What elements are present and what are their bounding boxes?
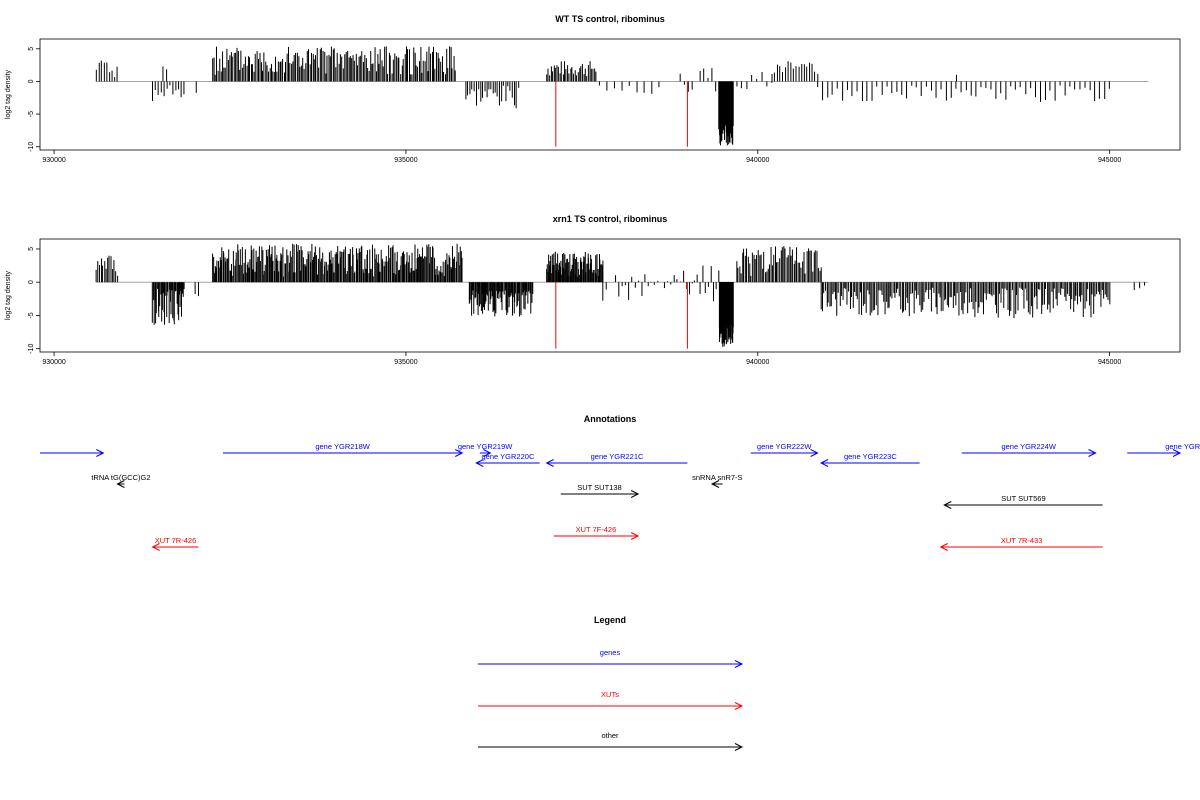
feature-arrow [545, 459, 688, 467]
feature-label: gene YGR221C [591, 452, 644, 461]
legend [478, 660, 744, 751]
plot-frame [39, 38, 1181, 151]
legend-label: genes [600, 648, 621, 657]
feature-arrow [475, 459, 540, 467]
feature-arrow [560, 490, 640, 498]
feature-arrow [553, 532, 640, 540]
y-tick-label: 0 [28, 280, 35, 284]
x-tick-label: 945000 [1098, 157, 1121, 164]
feature-label: gene YGR225W [1165, 442, 1200, 451]
feature-arrow [151, 543, 199, 551]
arrowhead [943, 501, 952, 509]
feature-label: gene YGR220C [482, 452, 535, 461]
legend-label: other [601, 731, 619, 740]
legend-label: XUTs [601, 690, 619, 699]
feature-label: gene YGR219W [458, 442, 513, 451]
feature-arrow [750, 449, 819, 457]
arrowhead [116, 480, 125, 488]
feature-arrow [943, 501, 1103, 509]
arrowhead [1172, 449, 1182, 457]
feature-label: gene YGR222W [757, 442, 812, 451]
feature-label: snRNA snR7-S [692, 473, 742, 482]
track-title: WT TS control, ribominus [555, 14, 665, 24]
plot-frame [39, 238, 1181, 353]
feature-label: tRNA tG(GCC)G2 [91, 473, 150, 482]
legend-title: Legend [594, 615, 626, 625]
y-tick-label: -10 [28, 344, 35, 354]
arrowhead [545, 459, 554, 467]
y-tick-label: -10 [28, 142, 35, 152]
x-tick-label: 935000 [394, 157, 417, 164]
feature-arrow [961, 449, 1097, 457]
feature-arrow [819, 459, 920, 467]
legend-arrow [478, 660, 744, 668]
feature-arrow [479, 449, 492, 457]
track-panel-2 [36, 238, 1181, 356]
arrowhead [810, 449, 819, 457]
annotation-features [40, 449, 1182, 551]
arrowhead [734, 702, 744, 710]
feature-arrow [939, 543, 1103, 551]
feature-label: gene YGR223C [844, 452, 897, 461]
track-title: xrn1 TS control, ribominus [553, 214, 668, 224]
arrowhead [630, 532, 640, 540]
x-tick-label: 935000 [394, 359, 417, 366]
feature-arrow [710, 480, 723, 488]
arrowhead [734, 743, 744, 751]
arrowhead [710, 480, 720, 488]
arrowhead [454, 449, 464, 457]
feature-label: SUT SUT569 [1001, 494, 1045, 503]
y-tick-label: -5 [28, 111, 35, 117]
density-bars [95, 46, 1110, 146]
y-tick-label: 0 [28, 79, 35, 83]
feature-label: gene YGR224W [1001, 442, 1056, 451]
arrowhead [96, 449, 105, 457]
y-tick-label: -5 [28, 312, 35, 318]
arrowhead [939, 543, 948, 551]
arrowhead [819, 459, 829, 467]
x-tick-label: 930000 [42, 157, 65, 164]
x-tick-label: 945000 [1098, 359, 1121, 366]
feature-arrow [40, 449, 105, 457]
arrowhead [630, 490, 640, 498]
y-tick-label: 5 [28, 247, 35, 251]
annotations-title: Annotations [584, 414, 637, 424]
track-panel-1 [36, 38, 1181, 154]
y-tick-label: 5 [28, 47, 35, 51]
feature-label: XUT 7F-426 [576, 525, 617, 534]
y-axis-label: log2 tag density [5, 69, 12, 119]
y-axis-label: log2 tag density [5, 270, 12, 320]
feature-label: gene YGR218W [315, 442, 370, 451]
legend-arrow [478, 702, 744, 710]
legend-arrow [478, 743, 744, 751]
feature-arrow [222, 449, 464, 457]
feature-arrow [116, 480, 125, 488]
arrowhead [1088, 449, 1097, 457]
density-bars [95, 243, 1146, 347]
x-tick-label: 930000 [42, 359, 65, 366]
x-tick-label: 940000 [746, 359, 769, 366]
x-tick-label: 940000 [746, 157, 769, 164]
feature-label: XUT 7R-433 [1001, 536, 1043, 545]
feature-arrow [1127, 449, 1182, 457]
arrowhead [475, 459, 484, 467]
arrowhead [483, 449, 492, 457]
arrowhead [734, 660, 744, 668]
feature-label: SUT SUT138 [577, 483, 621, 492]
arrowhead [151, 543, 160, 551]
feature-label: XUT 7R-426 [155, 536, 197, 545]
